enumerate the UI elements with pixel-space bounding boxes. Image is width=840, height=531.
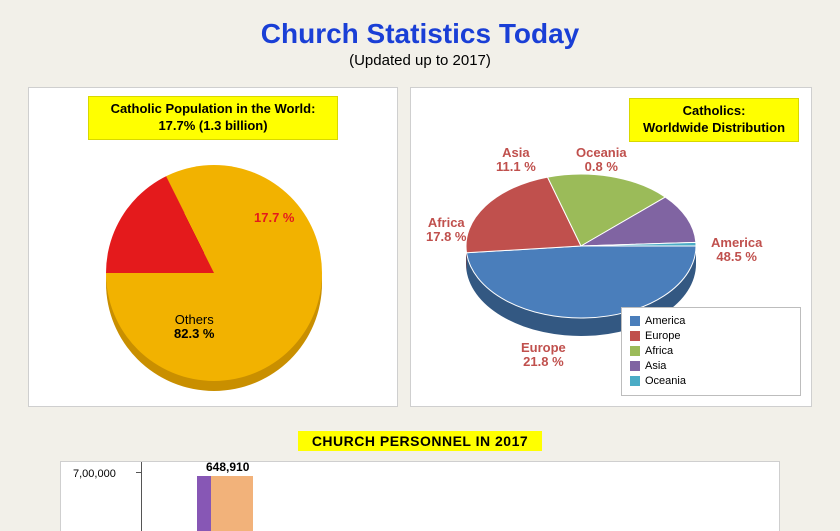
bar-side bbox=[197, 476, 211, 531]
right-tag-line1: Catholics: bbox=[640, 103, 788, 120]
dist-label-oceania: Oceania0.8 % bbox=[576, 146, 627, 175]
dist-label-america: America48.5 % bbox=[711, 236, 762, 265]
legend-swatch-icon bbox=[630, 316, 640, 326]
right-tag-line2: Worldwide Distribution bbox=[640, 120, 788, 137]
legend-swatch-icon bbox=[630, 376, 640, 386]
legend-item-oceania: Oceania bbox=[630, 375, 714, 387]
legend-label: America bbox=[645, 315, 685, 327]
slice-label-catholic: 17.7 % bbox=[254, 211, 294, 225]
legend-item-europe: Europe bbox=[630, 330, 714, 342]
legend-swatch-icon bbox=[630, 331, 640, 341]
dist-label-europe: Europe21.8 % bbox=[521, 341, 566, 370]
dist-label-africa: Africa17.8 % bbox=[426, 216, 466, 245]
legend-label: Oceania bbox=[645, 375, 686, 387]
legend-item-asia: Asia bbox=[630, 360, 714, 372]
personnel-bar-chart: 7,00,000 648,910 bbox=[60, 461, 780, 531]
bar-value-label: 648,910 bbox=[206, 460, 249, 474]
right-panel-tag: Catholics: Worldwide Distribution bbox=[629, 98, 799, 142]
page-title: Church Statistics Today bbox=[0, 18, 840, 50]
catholic-population-panel: Catholic Population in the World: 17.7% … bbox=[28, 87, 398, 407]
legend-item-america: America bbox=[630, 315, 714, 327]
bar-main bbox=[211, 476, 253, 531]
legend-label: Europe bbox=[645, 330, 680, 342]
left-panel-tag: Catholic Population in the World: 17.7% … bbox=[88, 96, 338, 140]
dist-label-asia: Asia11.1 % bbox=[496, 146, 536, 175]
legend-label: Africa bbox=[645, 345, 673, 357]
distribution-panel: Catholics: Worldwide Distribution Americ… bbox=[410, 87, 812, 407]
distribution-legend: America Europe Africa Asia Oceania bbox=[621, 307, 801, 396]
legend-label: Asia bbox=[645, 360, 666, 372]
y-axis-tick-label: 7,00,000 bbox=[73, 468, 116, 480]
personnel-section-header: CHURCH PERSONNEL IN 2017 bbox=[0, 433, 840, 451]
legend-swatch-icon bbox=[630, 361, 640, 371]
legend-swatch-icon bbox=[630, 346, 640, 356]
left-tag-line1: Catholic Population in the World: bbox=[99, 101, 327, 118]
population-pie-face bbox=[106, 165, 322, 381]
legend-item-africa: Africa bbox=[630, 345, 714, 357]
slice-label-others: Others82.3 % bbox=[174, 313, 214, 342]
personnel-header-text: CHURCH PERSONNEL IN 2017 bbox=[298, 431, 542, 451]
left-tag-line2: 17.7% (1.3 billion) bbox=[99, 118, 327, 135]
page-subtitle: (Updated up to 2017) bbox=[0, 52, 840, 69]
